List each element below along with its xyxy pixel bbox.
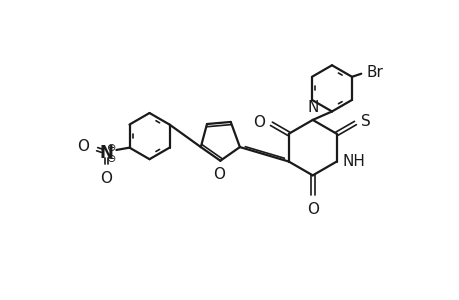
Text: Br: Br <box>366 65 383 80</box>
Text: N: N <box>307 100 318 115</box>
Text: O: O <box>100 171 112 186</box>
Text: ⊖: ⊖ <box>107 154 116 164</box>
Text: O: O <box>77 139 89 154</box>
Text: O: O <box>253 115 265 130</box>
Text: S: S <box>360 114 370 129</box>
Text: O: O <box>213 167 224 182</box>
Text: O: O <box>306 202 318 217</box>
Text: N: N <box>99 144 113 162</box>
Text: NH: NH <box>341 154 364 169</box>
Text: ⊕: ⊕ <box>107 143 116 153</box>
